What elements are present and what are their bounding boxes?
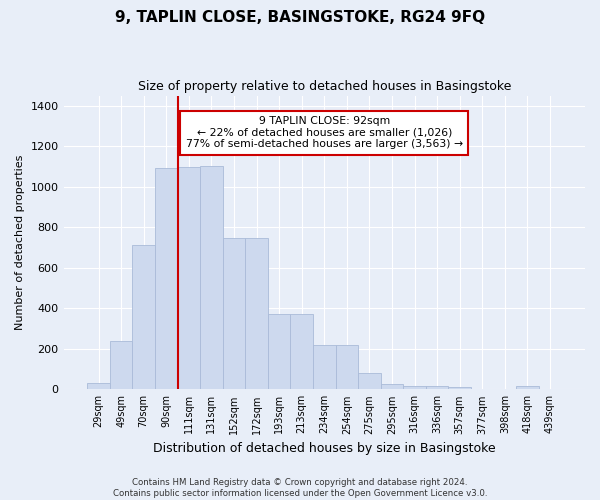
- Bar: [290, 314, 313, 390]
- Bar: [133, 246, 155, 390]
- Bar: [245, 238, 268, 390]
- Bar: [178, 168, 200, 390]
- Bar: [516, 386, 539, 390]
- Text: 9, TAPLIN CLOSE, BASINGSTOKE, RG24 9FQ: 9, TAPLIN CLOSE, BASINGSTOKE, RG24 9FQ: [115, 10, 485, 25]
- Bar: [155, 168, 178, 390]
- Bar: [313, 345, 335, 390]
- Bar: [268, 314, 290, 390]
- Y-axis label: Number of detached properties: Number of detached properties: [15, 154, 25, 330]
- Bar: [200, 166, 223, 390]
- Text: Contains HM Land Registry data © Crown copyright and database right 2024.
Contai: Contains HM Land Registry data © Crown c…: [113, 478, 487, 498]
- Bar: [448, 386, 471, 390]
- Text: 9 TAPLIN CLOSE: 92sqm
← 22% of detached houses are smaller (1,026)
77% of semi-d: 9 TAPLIN CLOSE: 92sqm ← 22% of detached …: [186, 116, 463, 150]
- Bar: [403, 386, 426, 390]
- Bar: [381, 384, 403, 390]
- Bar: [87, 383, 110, 390]
- Bar: [358, 373, 381, 390]
- Title: Size of property relative to detached houses in Basingstoke: Size of property relative to detached ho…: [137, 80, 511, 93]
- Bar: [223, 238, 245, 390]
- Bar: [110, 340, 133, 390]
- X-axis label: Distribution of detached houses by size in Basingstoke: Distribution of detached houses by size …: [153, 442, 496, 455]
- Bar: [335, 345, 358, 390]
- Bar: [426, 386, 448, 390]
